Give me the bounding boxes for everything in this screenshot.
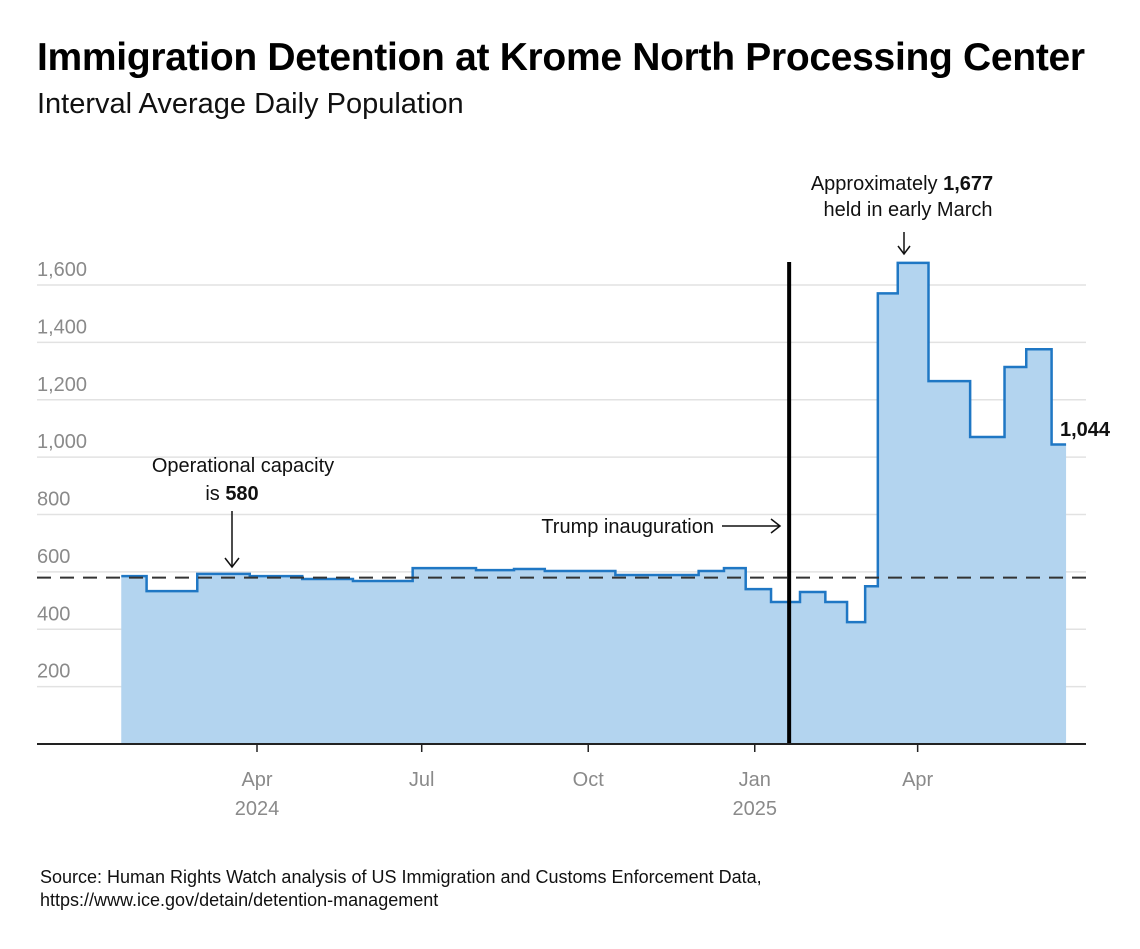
peak-annotation-line2: held in early March bbox=[824, 199, 993, 221]
source-line-1: Source: Human Rights Watch analysis of U… bbox=[40, 867, 762, 887]
x-tick-label: Apr bbox=[241, 769, 272, 791]
capacity-annotation-line2: is 580 bbox=[205, 483, 258, 505]
last-value-label: 1,044 bbox=[1060, 419, 1111, 441]
x-tick-year: 2024 bbox=[235, 798, 280, 820]
y-tick-label: 800 bbox=[37, 489, 70, 511]
source-note: Source: Human Rights Watch analysis of U… bbox=[40, 866, 762, 912]
peak-arrowhead bbox=[897, 245, 911, 256]
peak-value: 1,677 bbox=[943, 173, 993, 195]
x-tick-label: Jan bbox=[739, 769, 771, 791]
source-line-2: https://www.ice.gov/detain/detention-man… bbox=[40, 890, 439, 910]
y-tick-label: 200 bbox=[37, 661, 70, 683]
peak-prefix: Approximately bbox=[811, 173, 943, 195]
y-tick-label: 600 bbox=[37, 546, 70, 568]
population-area bbox=[121, 262, 1067, 744]
y-tick-label: 1,200 bbox=[37, 374, 87, 396]
capacity-value: 580 bbox=[225, 483, 258, 505]
y-tick-label: 400 bbox=[37, 603, 70, 625]
capacity-arrowhead bbox=[224, 557, 240, 569]
inauguration-arrowhead bbox=[770, 518, 782, 534]
capacity-annotation-line1: Operational capacity bbox=[152, 455, 334, 477]
x-tick-label: Oct bbox=[573, 769, 605, 791]
y-tick-label: 1,400 bbox=[37, 316, 87, 338]
y-tick-label: 1,000 bbox=[37, 431, 87, 453]
inauguration-annotation: Trump inauguration bbox=[541, 516, 714, 538]
x-tick-label: Apr bbox=[902, 769, 933, 791]
population-step-line bbox=[121, 261, 1067, 624]
peak-annotation-line1: Approximately 1,677 bbox=[811, 173, 993, 195]
x-tick-label: Jul bbox=[409, 769, 435, 791]
y-tick-label: 1,600 bbox=[37, 259, 87, 281]
x-tick-year: 2025 bbox=[733, 798, 778, 820]
chart-subtitle: Interval Average Daily Population bbox=[37, 88, 464, 120]
capacity-prefix: is bbox=[205, 483, 225, 505]
chart-title: Immigration Detention at Krome North Pro… bbox=[37, 36, 1085, 79]
